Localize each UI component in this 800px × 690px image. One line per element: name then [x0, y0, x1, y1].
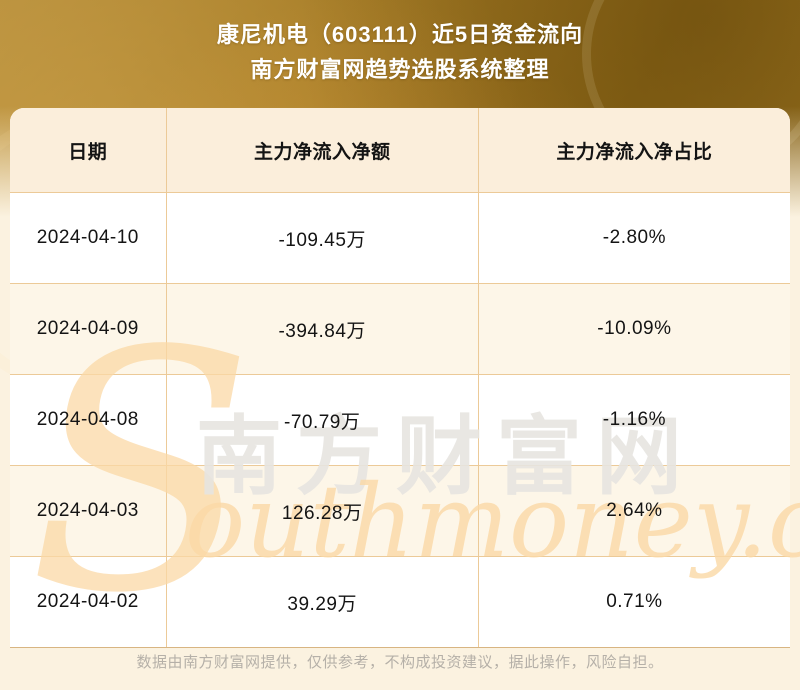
- table-row: 2024-04-02 39.29万 0.71%: [10, 557, 790, 647]
- table-row: 2024-04-03 126.28万 2.64%: [10, 466, 790, 557]
- page-title: 康尼机电（603111）近5日资金流向: [216, 22, 584, 47]
- column-header-net-inflow: 主力净流入净额: [165, 108, 478, 192]
- table-header-row: 日期 主力净流入净额 主力净流入净占比: [10, 108, 790, 193]
- banner-titles: 康尼机电（603111）近5日资金流向 南方财富网趋势选股系统整理: [0, 22, 800, 83]
- cell-net-inflow-pct: 2.64%: [477, 466, 790, 556]
- table-row: 2024-04-09 -394.84万 -10.09%: [10, 284, 790, 375]
- page-subtitle: 南方财富网趋势选股系统整理: [250, 57, 550, 82]
- cell-net-inflow-pct: 0.71%: [477, 557, 790, 647]
- cell-net-inflow: 39.29万: [165, 557, 478, 647]
- cell-date: 2024-04-02: [36, 591, 139, 612]
- cell-date: 2024-04-03: [36, 500, 139, 521]
- cell-net-inflow: -394.84万: [165, 284, 478, 374]
- cell-date: 2024-04-08: [36, 409, 139, 430]
- fund-flow-table: 日期 主力净流入净额 主力净流入净占比 2024-04-10 -109.45万 …: [10, 108, 790, 648]
- cell-net-inflow-pct: -2.80%: [477, 193, 790, 283]
- column-header-net-inflow-pct: 主力净流入净占比: [477, 108, 790, 192]
- column-header-date: 日期: [68, 141, 108, 163]
- cell-net-inflow: -70.79万: [165, 375, 478, 465]
- cell-net-inflow: -109.45万: [165, 193, 478, 283]
- cell-date: 2024-04-09: [36, 318, 139, 339]
- cell-net-inflow-pct: -10.09%: [477, 284, 790, 374]
- cell-net-inflow-pct: -1.16%: [477, 375, 790, 465]
- cell-net-inflow: 126.28万: [165, 466, 478, 556]
- table-row: 2024-04-10 -109.45万 -2.80%: [10, 193, 790, 284]
- table-row: 2024-04-08 -70.79万 -1.16%: [10, 375, 790, 466]
- cell-date: 2024-04-10: [36, 227, 139, 248]
- footer-disclaimer: 数据由南方财富网提供，仅供参考，不构成投资建议，据此操作，风险自担。: [136, 654, 664, 671]
